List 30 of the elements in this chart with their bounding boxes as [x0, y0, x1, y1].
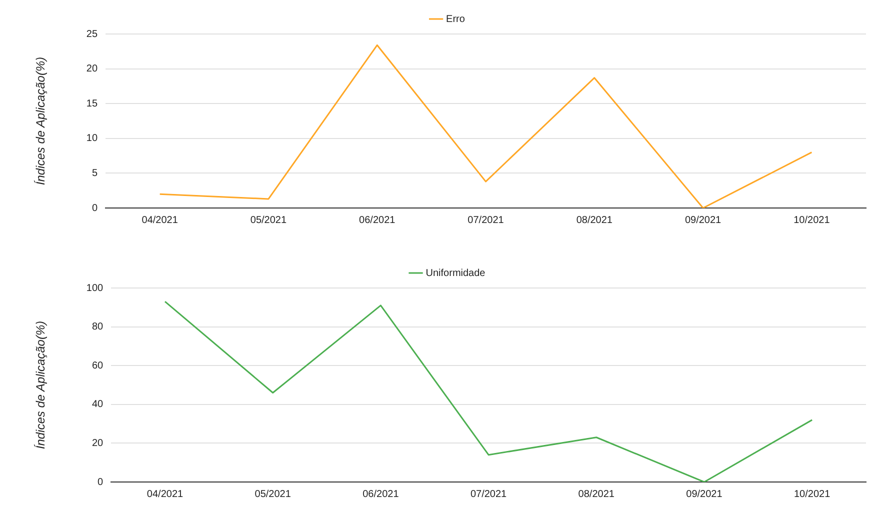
x-tick-label: 08/2021 [576, 214, 613, 226]
y-tick-label: 80 [92, 322, 104, 333]
y-tick-label: 25 [86, 28, 98, 40]
y-tick-label: 20 [86, 64, 98, 75]
x-tick-label: 06/2021 [362, 488, 400, 500]
x-tick-label: 07/2021 [468, 214, 504, 226]
y-tick-label: 0 [98, 476, 104, 488]
y-tick-label: 15 [86, 98, 98, 110]
x-tick-label: 06/2021 [359, 214, 396, 226]
x-tick-label: 04/2021 [142, 214, 178, 226]
y-tick-label: 40 [92, 399, 104, 410]
y-axis-title: Índices de Aplicação(%) [34, 320, 48, 450]
y-tick-label: 5 [92, 168, 98, 179]
x-tick-label: 05/2021 [250, 214, 287, 226]
x-tick-label: 07/2021 [470, 488, 508, 500]
y-tick-label: 0 [92, 202, 98, 214]
x-tick-label: 10/2021 [794, 488, 831, 500]
x-tick-label: 05/2021 [254, 488, 292, 500]
y-tick-label: 100 [86, 282, 104, 294]
y-axis-title: Índices de Aplicação(%) [34, 56, 48, 186]
y-tick-label: 10 [86, 133, 98, 144]
x-tick-label: 08/2021 [578, 488, 615, 500]
x-tick-label: 09/2021 [684, 214, 722, 226]
y-tick-label: 20 [92, 438, 104, 449]
x-tick-label: 04/2021 [146, 488, 184, 500]
x-tick-label: 10/2021 [794, 214, 830, 226]
legend-label: Uniformidade [426, 268, 486, 279]
y-tick-label: 60 [92, 360, 104, 372]
legend-label: Erro [446, 14, 466, 25]
x-tick-label: 09/2021 [686, 488, 723, 500]
